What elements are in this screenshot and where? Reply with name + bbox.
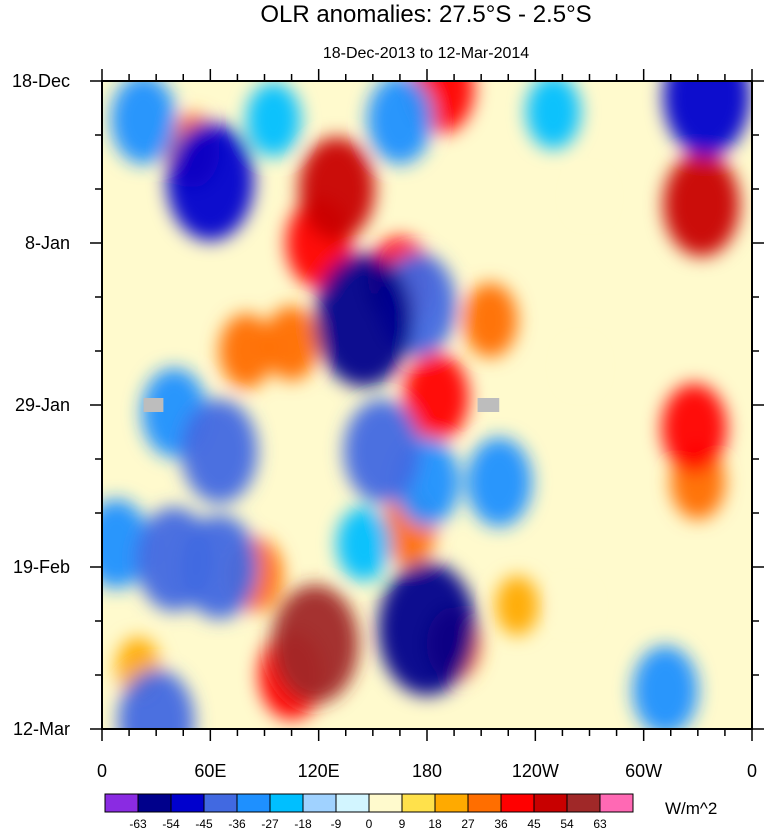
x-tick-label: 0 bbox=[97, 761, 107, 781]
x-tick-label: 120E bbox=[298, 761, 340, 781]
y-tick-label: 29-Jan bbox=[15, 395, 70, 415]
anomaly-cell bbox=[246, 82, 301, 157]
x-tick-label: 60W bbox=[625, 761, 662, 781]
anomaly-cell bbox=[566, 347, 595, 386]
anomaly-cell bbox=[271, 584, 359, 704]
anomaly-cell bbox=[661, 383, 728, 473]
anomaly-cell bbox=[343, 399, 421, 504]
anomaly-cell bbox=[377, 561, 477, 696]
colorbar-label: 63 bbox=[593, 817, 607, 830]
anomaly-cell bbox=[336, 506, 392, 582]
anomaly-cell bbox=[314, 253, 413, 388]
colorbar-box bbox=[203, 793, 238, 813]
anomaly-cell bbox=[462, 282, 518, 358]
colorbar-label: -18 bbox=[294, 817, 312, 830]
colorbar-label: 45 bbox=[527, 817, 541, 830]
anomaly-cell bbox=[576, 178, 603, 216]
y-tick-label: 18-Dec bbox=[12, 71, 70, 91]
colorbar-label: -36 bbox=[228, 817, 246, 830]
colorbar-label: 0 bbox=[366, 817, 373, 830]
colorbar-label: 9 bbox=[399, 817, 406, 830]
colorbar-label: -45 bbox=[195, 817, 213, 830]
colorbar-box bbox=[137, 793, 172, 813]
colorbar-box bbox=[104, 793, 139, 813]
missing-data-bar bbox=[477, 398, 500, 412]
anomaly-cell bbox=[562, 588, 588, 624]
colorbar-box bbox=[236, 793, 271, 813]
anomaly-cell bbox=[181, 399, 258, 504]
anomaly-cell bbox=[403, 352, 469, 442]
chart-subtitle: 18-Dec-2013 to 12-Mar-2014 bbox=[323, 45, 529, 62]
colorbar-box bbox=[467, 793, 502, 813]
heatmap-field bbox=[102, 81, 751, 729]
colorbar-box bbox=[566, 793, 601, 813]
missing-data-bar bbox=[143, 398, 164, 412]
y-tick-label: 12-Mar bbox=[13, 719, 70, 739]
anomaly-blobs bbox=[102, 81, 751, 729]
colorbar-box bbox=[170, 793, 205, 813]
colorbar-box bbox=[335, 793, 370, 813]
colorbar-units-label: W/m^2 bbox=[665, 799, 717, 818]
missing-data-layer bbox=[143, 398, 500, 412]
colorbar-box bbox=[302, 793, 337, 813]
chart-title: OLR anomalies: 27.5°S - 2.5°S bbox=[260, 1, 591, 28]
anomaly-cell bbox=[117, 669, 195, 729]
anomaly-cell bbox=[110, 81, 177, 165]
colorbar-box bbox=[533, 793, 568, 813]
plot-area bbox=[101, 80, 753, 730]
colorbar-box bbox=[401, 793, 436, 813]
axes: 0 60E 120E 180 120W 60W 0 18-Dec 8-Jan 29-Jan 19-F… bbox=[12, 69, 764, 781]
colorbar-label: 54 bbox=[560, 817, 574, 830]
x-tick-label: 180 bbox=[412, 761, 442, 781]
anomaly-cell bbox=[367, 81, 433, 165]
colorbar: -63 -54 -45 -36 -27 -18 -9 0 9 18 27 36 45 54 63 bbox=[104, 793, 634, 831]
anomaly-cell bbox=[495, 575, 540, 636]
colorbar-box bbox=[500, 793, 535, 813]
colorbar-box bbox=[434, 793, 469, 813]
anomaly-cell bbox=[135, 507, 213, 612]
anomaly-cell bbox=[663, 152, 740, 257]
anomaly-cell bbox=[526, 81, 581, 150]
colorbar-label: -63 bbox=[129, 817, 147, 830]
colorbar-label: 36 bbox=[494, 817, 508, 830]
anomaly-cell bbox=[632, 645, 699, 729]
colorbar-label: 18 bbox=[428, 817, 442, 830]
x-tick-label: 60E bbox=[194, 761, 226, 781]
y-tick-label: 8-Jan bbox=[25, 233, 70, 253]
colorbar-label: -27 bbox=[261, 817, 279, 830]
anomaly-cell bbox=[663, 81, 751, 156]
colorbar-box bbox=[599, 793, 634, 813]
x-tick-label: 0 bbox=[747, 761, 757, 781]
colorbar-label: -54 bbox=[162, 817, 180, 830]
anomaly-cell bbox=[298, 136, 375, 242]
y-tick-label: 19-Feb bbox=[13, 557, 70, 577]
colorbar-box bbox=[269, 793, 304, 813]
anomaly-cell bbox=[166, 121, 255, 241]
anomaly-cell bbox=[466, 437, 533, 527]
x-tick-label: 120W bbox=[512, 761, 559, 781]
anomaly-cell bbox=[219, 313, 274, 389]
anomaly-cell bbox=[264, 306, 319, 381]
colorbar-label: -9 bbox=[331, 817, 342, 830]
colorbar-label: 27 bbox=[461, 817, 475, 830]
colorbar-box bbox=[368, 793, 403, 813]
